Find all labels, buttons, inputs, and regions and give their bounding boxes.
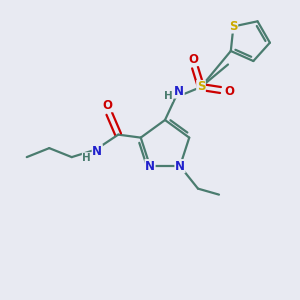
Text: N: N [145,160,155,172]
Text: H: H [82,153,91,163]
Text: O: O [103,99,113,112]
Text: N: N [174,85,184,98]
Text: N: N [175,160,185,172]
Text: O: O [224,85,234,98]
Text: N: N [92,145,102,158]
Text: H: H [164,91,172,101]
Text: O: O [188,52,199,66]
Text: S: S [197,80,205,94]
Text: S: S [229,20,238,33]
